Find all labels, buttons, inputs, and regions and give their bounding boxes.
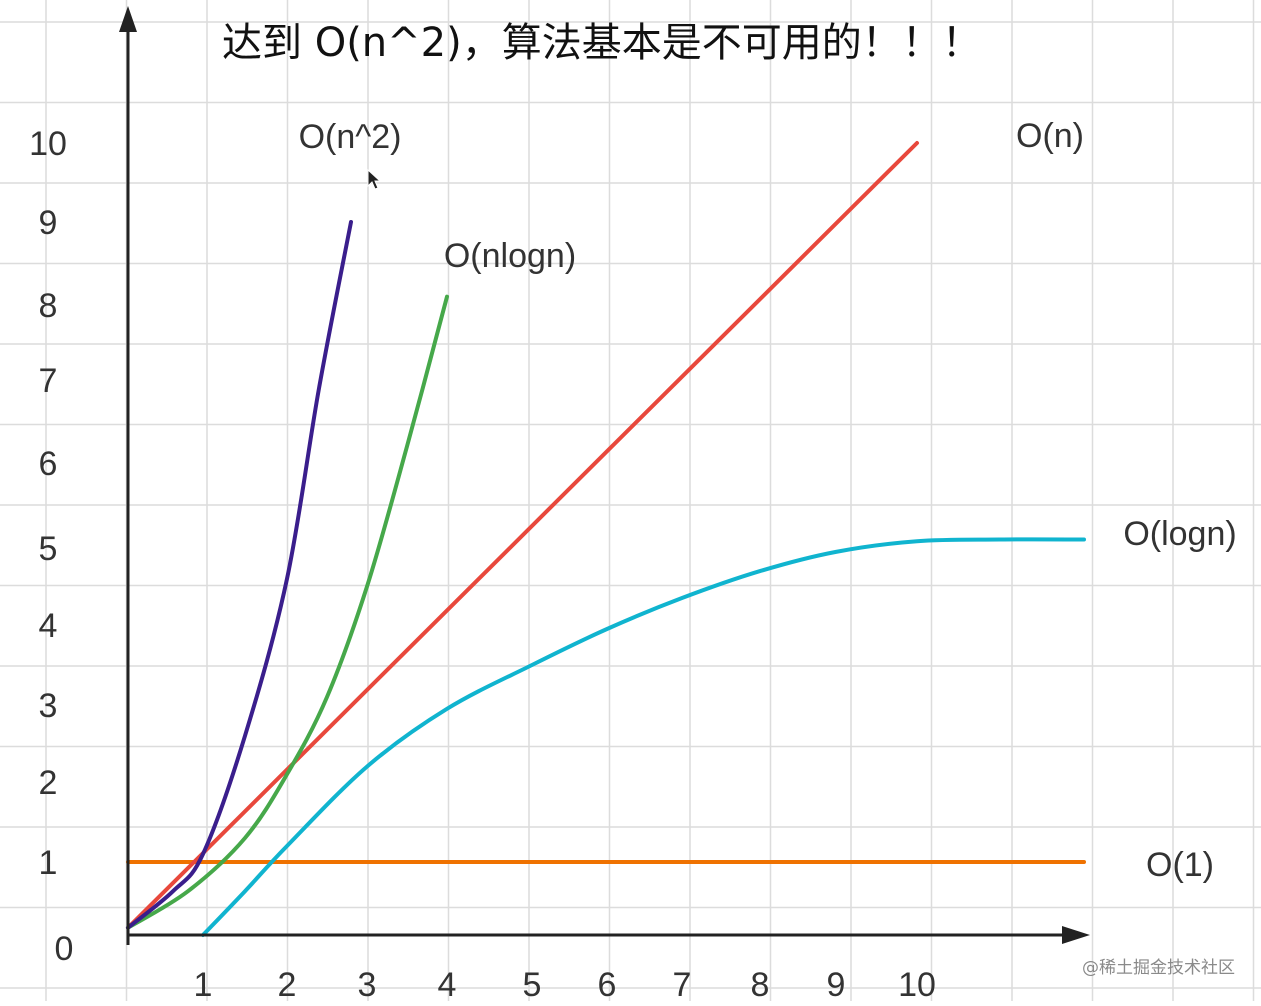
x-tick-label: 3	[358, 966, 377, 1001]
x-tick-label: 7	[673, 966, 692, 1001]
y-tick-label: 8	[39, 287, 58, 325]
y-tick-label: 9	[39, 204, 58, 242]
x-tick-label: 2	[278, 966, 297, 1001]
series-line-o-n	[126, 141, 919, 930]
y-tick-label: 10	[29, 125, 67, 163]
watermark: @稀土掘金技术社区	[1082, 958, 1235, 978]
y-tick-label: 1	[39, 844, 58, 882]
y-tick-label: 6	[39, 445, 58, 483]
x-axis-arrow-icon	[1062, 926, 1090, 944]
x-tick-label: 10	[898, 966, 936, 1001]
series-label: O(nlogn)	[444, 237, 576, 275]
series-label: O(1)	[1146, 846, 1214, 884]
x-tick-label: 6	[598, 966, 617, 1001]
y-tick-label: 4	[39, 607, 58, 645]
y-tick-label: 5	[39, 530, 58, 568]
x-tick-label: 1	[194, 966, 213, 1001]
series-line-o-n-2	[126, 220, 353, 930]
series-line-o-nlogn	[126, 294, 449, 930]
y-tick-label: 2	[39, 764, 58, 802]
series-label: O(n^2)	[299, 118, 402, 156]
mouse-cursor-icon	[367, 168, 382, 190]
y-tick-label: 3	[39, 687, 58, 725]
series-label: O(logn)	[1123, 515, 1236, 553]
x-tick-label: 5	[523, 966, 542, 1001]
x-tick-label: 4	[438, 966, 457, 1001]
y-tick-label: 0	[55, 930, 74, 968]
y-tick-label: 7	[39, 362, 58, 400]
x-tick-label: 8	[751, 966, 770, 1001]
y-axis-arrow-icon	[119, 6, 137, 32]
x-tick-label: 9	[827, 966, 846, 1001]
series-line-o-logn	[201, 537, 1086, 937]
series-label: O(n)	[1016, 117, 1084, 155]
chart-title: 达到 O(n^2)，算法基本是不可用的！！！	[222, 20, 982, 66]
